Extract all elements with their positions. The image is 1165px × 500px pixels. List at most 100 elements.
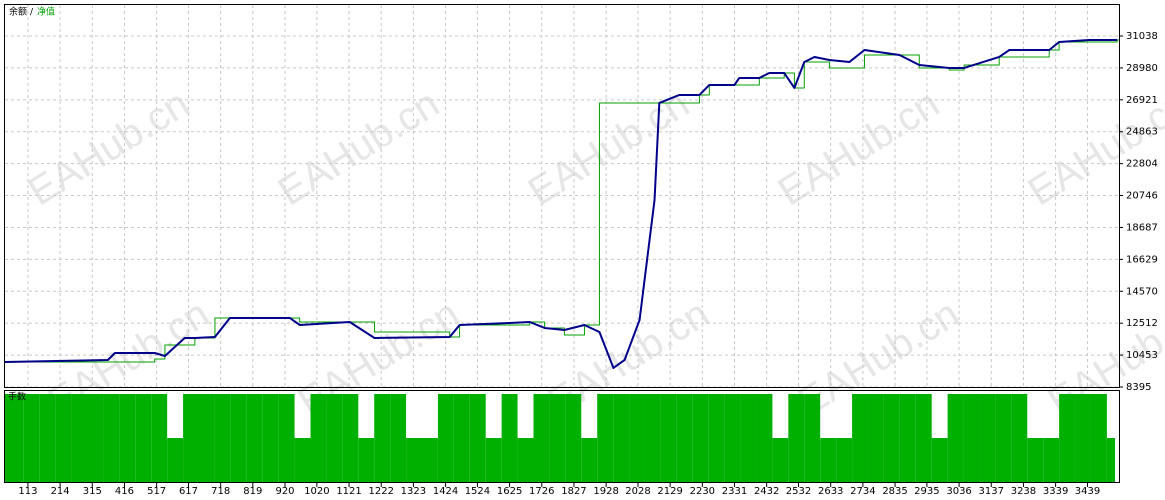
lot-bar [246, 394, 263, 482]
lot-bar [501, 394, 518, 482]
x-tick-label: 2532 [786, 486, 811, 497]
lot-bar [437, 394, 454, 482]
lot-bar [358, 438, 375, 482]
y-tick-label: 20746 [1126, 191, 1158, 202]
lot-bar [883, 394, 900, 482]
lot-bar [820, 438, 837, 482]
y-tick-label: 12512 [1126, 318, 1158, 329]
lot-bar [517, 438, 534, 482]
lot-bar [899, 394, 916, 482]
lot-bar [421, 438, 438, 482]
lot-bar [963, 394, 980, 482]
lot-bar [804, 394, 821, 482]
main-panel-frame [4, 4, 1120, 388]
lot-bar [1106, 438, 1115, 482]
lot-bar [278, 394, 295, 482]
lot-bar [262, 394, 279, 482]
lots-panel-frame [4, 390, 1120, 483]
lot-bar [453, 394, 470, 482]
lot-bar [772, 438, 789, 482]
lot-bar [1059, 394, 1076, 482]
y-tick-label: 18687 [1126, 222, 1158, 233]
lot-bar [740, 394, 757, 482]
x-tick-label: 3036 [946, 486, 971, 497]
y-tick-label: 22804 [1126, 159, 1158, 170]
x-tick-label: 2835 [882, 486, 907, 497]
y-tick-label: 10453 [1126, 350, 1158, 361]
x-tick-label: 2432 [754, 486, 779, 497]
lot-bar [406, 438, 422, 482]
lot-bar [867, 394, 884, 482]
x-tick-label: 1827 [561, 486, 586, 497]
lot-bar [167, 438, 184, 482]
x-tick-label: 1323 [401, 486, 426, 497]
lot-bar [565, 394, 582, 482]
lot-bar [71, 394, 88, 482]
lot-bar [915, 394, 932, 482]
x-tick-label: 1424 [433, 486, 458, 497]
x-tick-label: 2935 [914, 486, 939, 497]
x-tick-label: 1726 [529, 486, 554, 497]
lot-bar [342, 394, 359, 482]
lot-bar [310, 394, 327, 482]
y-tick-label: 14570 [1126, 286, 1158, 297]
lot-bar [23, 394, 40, 482]
lot-bar [230, 394, 247, 482]
x-tick-label: 3439 [1075, 486, 1100, 497]
x-tick-label: 1222 [368, 486, 393, 497]
x-tick-label: 3137 [979, 486, 1004, 497]
lot-bar [660, 394, 677, 482]
x-tick-label: 2230 [690, 486, 715, 497]
x-tick-label: 920 [275, 486, 294, 497]
lot-bar [39, 394, 56, 482]
y-tick-label: 26921 [1126, 95, 1158, 106]
lot-bar [87, 394, 104, 482]
lot-bar [1043, 438, 1060, 482]
lot-bar [1011, 394, 1028, 482]
lot-bar [374, 394, 391, 482]
x-tick-label: 315 [83, 486, 102, 497]
lot-bar [1090, 394, 1107, 482]
x-tick-label: 2028 [625, 486, 650, 497]
lot-bar [852, 394, 868, 482]
x-tick-label: 2633 [818, 486, 843, 497]
lot-bar [947, 394, 964, 482]
lot-bar [119, 394, 136, 482]
lot-bar [1027, 438, 1044, 482]
lot-bar [613, 394, 630, 482]
x-tick-label: 214 [51, 486, 70, 497]
y-tick-label: 31038 [1126, 31, 1158, 42]
x-tick-label: 3238 [1011, 486, 1036, 497]
lot-bar [931, 438, 948, 482]
lot-bar [135, 394, 152, 482]
x-tick-label: 1625 [497, 486, 522, 497]
lot-bar [199, 394, 215, 482]
lot-bar [597, 394, 614, 482]
lot-bar [724, 394, 741, 482]
lot-bar [1075, 394, 1091, 482]
lot-bar [836, 438, 853, 482]
x-tick-label: 2331 [722, 486, 747, 497]
x-tick-label: 1020 [304, 486, 329, 497]
x-tick-label: 819 [243, 486, 262, 497]
lot-bar [183, 394, 200, 482]
lot-bar [995, 394, 1012, 482]
lot-bar [549, 394, 566, 482]
lot-bar [533, 394, 550, 482]
lot-bar [214, 394, 231, 482]
x-tick-label: 3339 [1043, 486, 1068, 497]
lot-bar [151, 394, 168, 482]
x-tick-label: 617 [179, 486, 198, 497]
lot-bar [55, 394, 72, 482]
lot-bar [629, 394, 645, 482]
legend-separator: / [30, 8, 34, 18]
y-tick-label: 8395 [1126, 382, 1151, 393]
lot-bar [708, 394, 725, 482]
x-tick-label: 416 [115, 486, 134, 497]
lot-bar [692, 394, 709, 482]
x-tick-label: 1928 [593, 486, 618, 497]
equity-line [4, 38, 1118, 369]
lot-bar [469, 394, 486, 482]
lot-bar [644, 394, 661, 482]
